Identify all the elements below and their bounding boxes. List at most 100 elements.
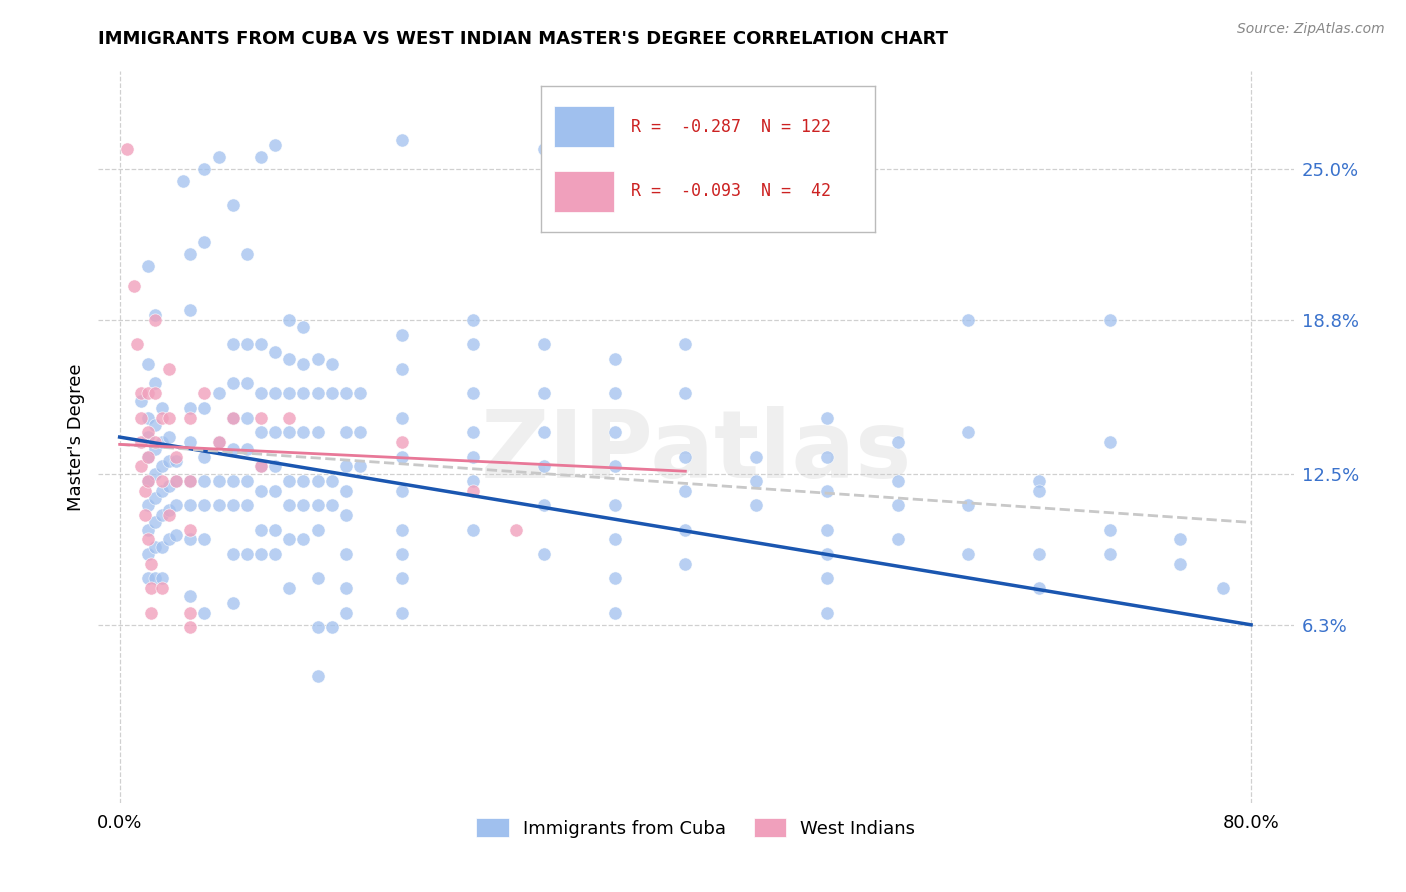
Point: [136, 533, 159, 547]
Point: [957, 313, 980, 327]
Point: [278, 410, 301, 425]
Point: [1170, 533, 1192, 547]
Point: [150, 581, 173, 595]
Point: [143, 516, 166, 530]
Point: [222, 198, 245, 212]
Point: [125, 337, 148, 351]
Point: [307, 474, 329, 488]
Point: [136, 410, 159, 425]
Point: [157, 361, 180, 376]
Point: [136, 425, 159, 440]
Point: [150, 540, 173, 554]
Point: [603, 386, 626, 401]
Point: [673, 557, 696, 571]
Point: [505, 523, 527, 537]
Point: [136, 572, 159, 586]
Point: [292, 357, 315, 371]
Point: [335, 459, 357, 474]
Point: [222, 442, 245, 457]
Point: [815, 410, 838, 425]
Point: [957, 547, 980, 561]
Point: [349, 386, 371, 401]
Point: [307, 425, 329, 440]
Point: [136, 386, 159, 401]
Point: [886, 533, 908, 547]
Point: [391, 450, 413, 464]
Point: [815, 450, 838, 464]
Point: [157, 410, 180, 425]
Legend: Immigrants from Cuba, West Indians: Immigrants from Cuba, West Indians: [470, 811, 922, 845]
Point: [886, 499, 908, 513]
Point: [1028, 547, 1050, 561]
Point: [533, 425, 555, 440]
Point: [1098, 434, 1121, 449]
Point: [463, 474, 485, 488]
Point: [250, 410, 273, 425]
Text: ZIPatlas: ZIPatlas: [481, 406, 911, 498]
Point: [193, 161, 215, 176]
Point: [143, 467, 166, 481]
Point: [150, 401, 173, 415]
Point: [179, 303, 201, 318]
Point: [236, 247, 259, 261]
Point: [278, 499, 301, 513]
Point: [278, 581, 301, 595]
Point: [1098, 313, 1121, 327]
Point: [278, 533, 301, 547]
Point: [307, 386, 329, 401]
Point: [150, 459, 173, 474]
Point: [533, 386, 555, 401]
Point: [250, 337, 273, 351]
Point: [321, 357, 343, 371]
Point: [603, 606, 626, 620]
Point: [335, 581, 357, 595]
Point: [1028, 483, 1050, 498]
Point: [193, 499, 215, 513]
Point: [321, 620, 343, 634]
Point: [264, 344, 287, 359]
Point: [250, 386, 273, 401]
Point: [150, 474, 173, 488]
Point: [208, 434, 231, 449]
Point: [208, 499, 231, 513]
Point: [673, 337, 696, 351]
Point: [603, 352, 626, 367]
Point: [208, 150, 231, 164]
Point: [115, 142, 138, 156]
Point: [165, 474, 187, 488]
Point: [172, 174, 194, 188]
Point: [1098, 523, 1121, 537]
Point: [143, 386, 166, 401]
Point: [157, 479, 180, 493]
Point: [307, 352, 329, 367]
Point: [143, 313, 166, 327]
Point: [143, 417, 166, 432]
Point: [165, 454, 187, 468]
Point: [292, 425, 315, 440]
Point: [157, 503, 180, 517]
Point: [222, 474, 245, 488]
Point: [139, 606, 162, 620]
Point: [292, 474, 315, 488]
Point: [391, 434, 413, 449]
Point: [129, 434, 152, 449]
Point: [307, 620, 329, 634]
Point: [179, 589, 201, 603]
Point: [463, 450, 485, 464]
Point: [193, 386, 215, 401]
Point: [250, 547, 273, 561]
Point: [179, 247, 201, 261]
Point: [157, 454, 180, 468]
Point: [815, 483, 838, 498]
Point: [179, 410, 201, 425]
Point: [264, 386, 287, 401]
Point: [391, 361, 413, 376]
Point: [1028, 581, 1050, 595]
Point: [307, 669, 329, 683]
Point: [673, 386, 696, 401]
Point: [815, 547, 838, 561]
Point: [179, 474, 201, 488]
Point: [143, 572, 166, 586]
Point: [157, 430, 180, 444]
Point: [886, 474, 908, 488]
